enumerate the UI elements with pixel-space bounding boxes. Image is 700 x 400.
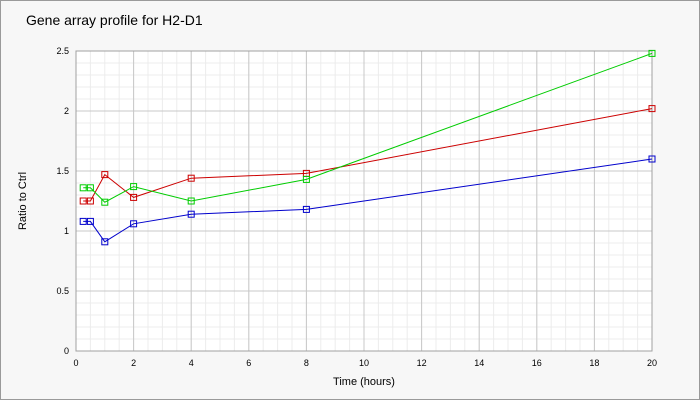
- x-tick-label: 18: [589, 358, 599, 368]
- series-line-2: [83, 108, 653, 202]
- y-tick-label: 1.5: [56, 166, 69, 176]
- x-tick-label: 20: [647, 358, 657, 368]
- x-axis-label: Time (hours): [333, 376, 395, 388]
- x-tick-label: 4: [189, 358, 194, 368]
- data-point-series-2: [130, 193, 138, 201]
- data-point-series-3: [86, 184, 94, 192]
- data-point-series-2: [79, 197, 87, 205]
- data-point-series-1: [101, 238, 109, 246]
- data-point-series-3: [648, 49, 656, 57]
- data-point-series-3: [302, 175, 310, 183]
- series-layer: [79, 49, 656, 246]
- data-point-series-2: [648, 105, 656, 113]
- x-tick-label: 8: [304, 358, 309, 368]
- series-line-3: [83, 52, 653, 203]
- series-line-1: [83, 158, 653, 243]
- data-point-series-3: [130, 183, 138, 191]
- x-tick-label: 16: [532, 358, 542, 368]
- x-tick-label: 10: [359, 358, 369, 368]
- y-tick-label: 0.5: [56, 286, 69, 296]
- y-tick-label: 1: [64, 226, 69, 236]
- y-tick-label: 2.5: [56, 46, 69, 56]
- data-point-series-1: [86, 217, 94, 225]
- grid-layer: [75, 50, 653, 352]
- y-tick-label: 0: [64, 346, 69, 356]
- data-point-series-3: [79, 184, 87, 192]
- data-point-series-3: [187, 197, 195, 205]
- x-tick-label: 14: [474, 358, 484, 368]
- x-tick-label: 2: [131, 358, 136, 368]
- data-point-series-1: [130, 220, 138, 228]
- data-point-series-1: [187, 210, 195, 218]
- x-tick-label: 6: [246, 358, 251, 368]
- x-tick-label: 12: [417, 358, 427, 368]
- data-point-series-3: [101, 198, 109, 206]
- data-point-series-1: [302, 205, 310, 213]
- data-point-series-2: [101, 171, 109, 179]
- tick-layer: 0 2 4 6 8 10 12 14 16 18 20 0 0.5 1 1.5 2 2.5: [56, 46, 657, 368]
- y-axis-label: Ratio to Ctrl: [17, 172, 29, 230]
- data-point-series-2: [86, 197, 94, 205]
- data-point-series-1: [79, 217, 87, 225]
- y-tick-label: 2: [64, 106, 69, 116]
- plot-border: [75, 50, 653, 352]
- data-point-series-1: [648, 155, 656, 163]
- chart-title: Gene array profile for H2-D1: [26, 12, 203, 28]
- data-point-series-2: [187, 174, 195, 182]
- x-tick-label: 0: [73, 358, 78, 368]
